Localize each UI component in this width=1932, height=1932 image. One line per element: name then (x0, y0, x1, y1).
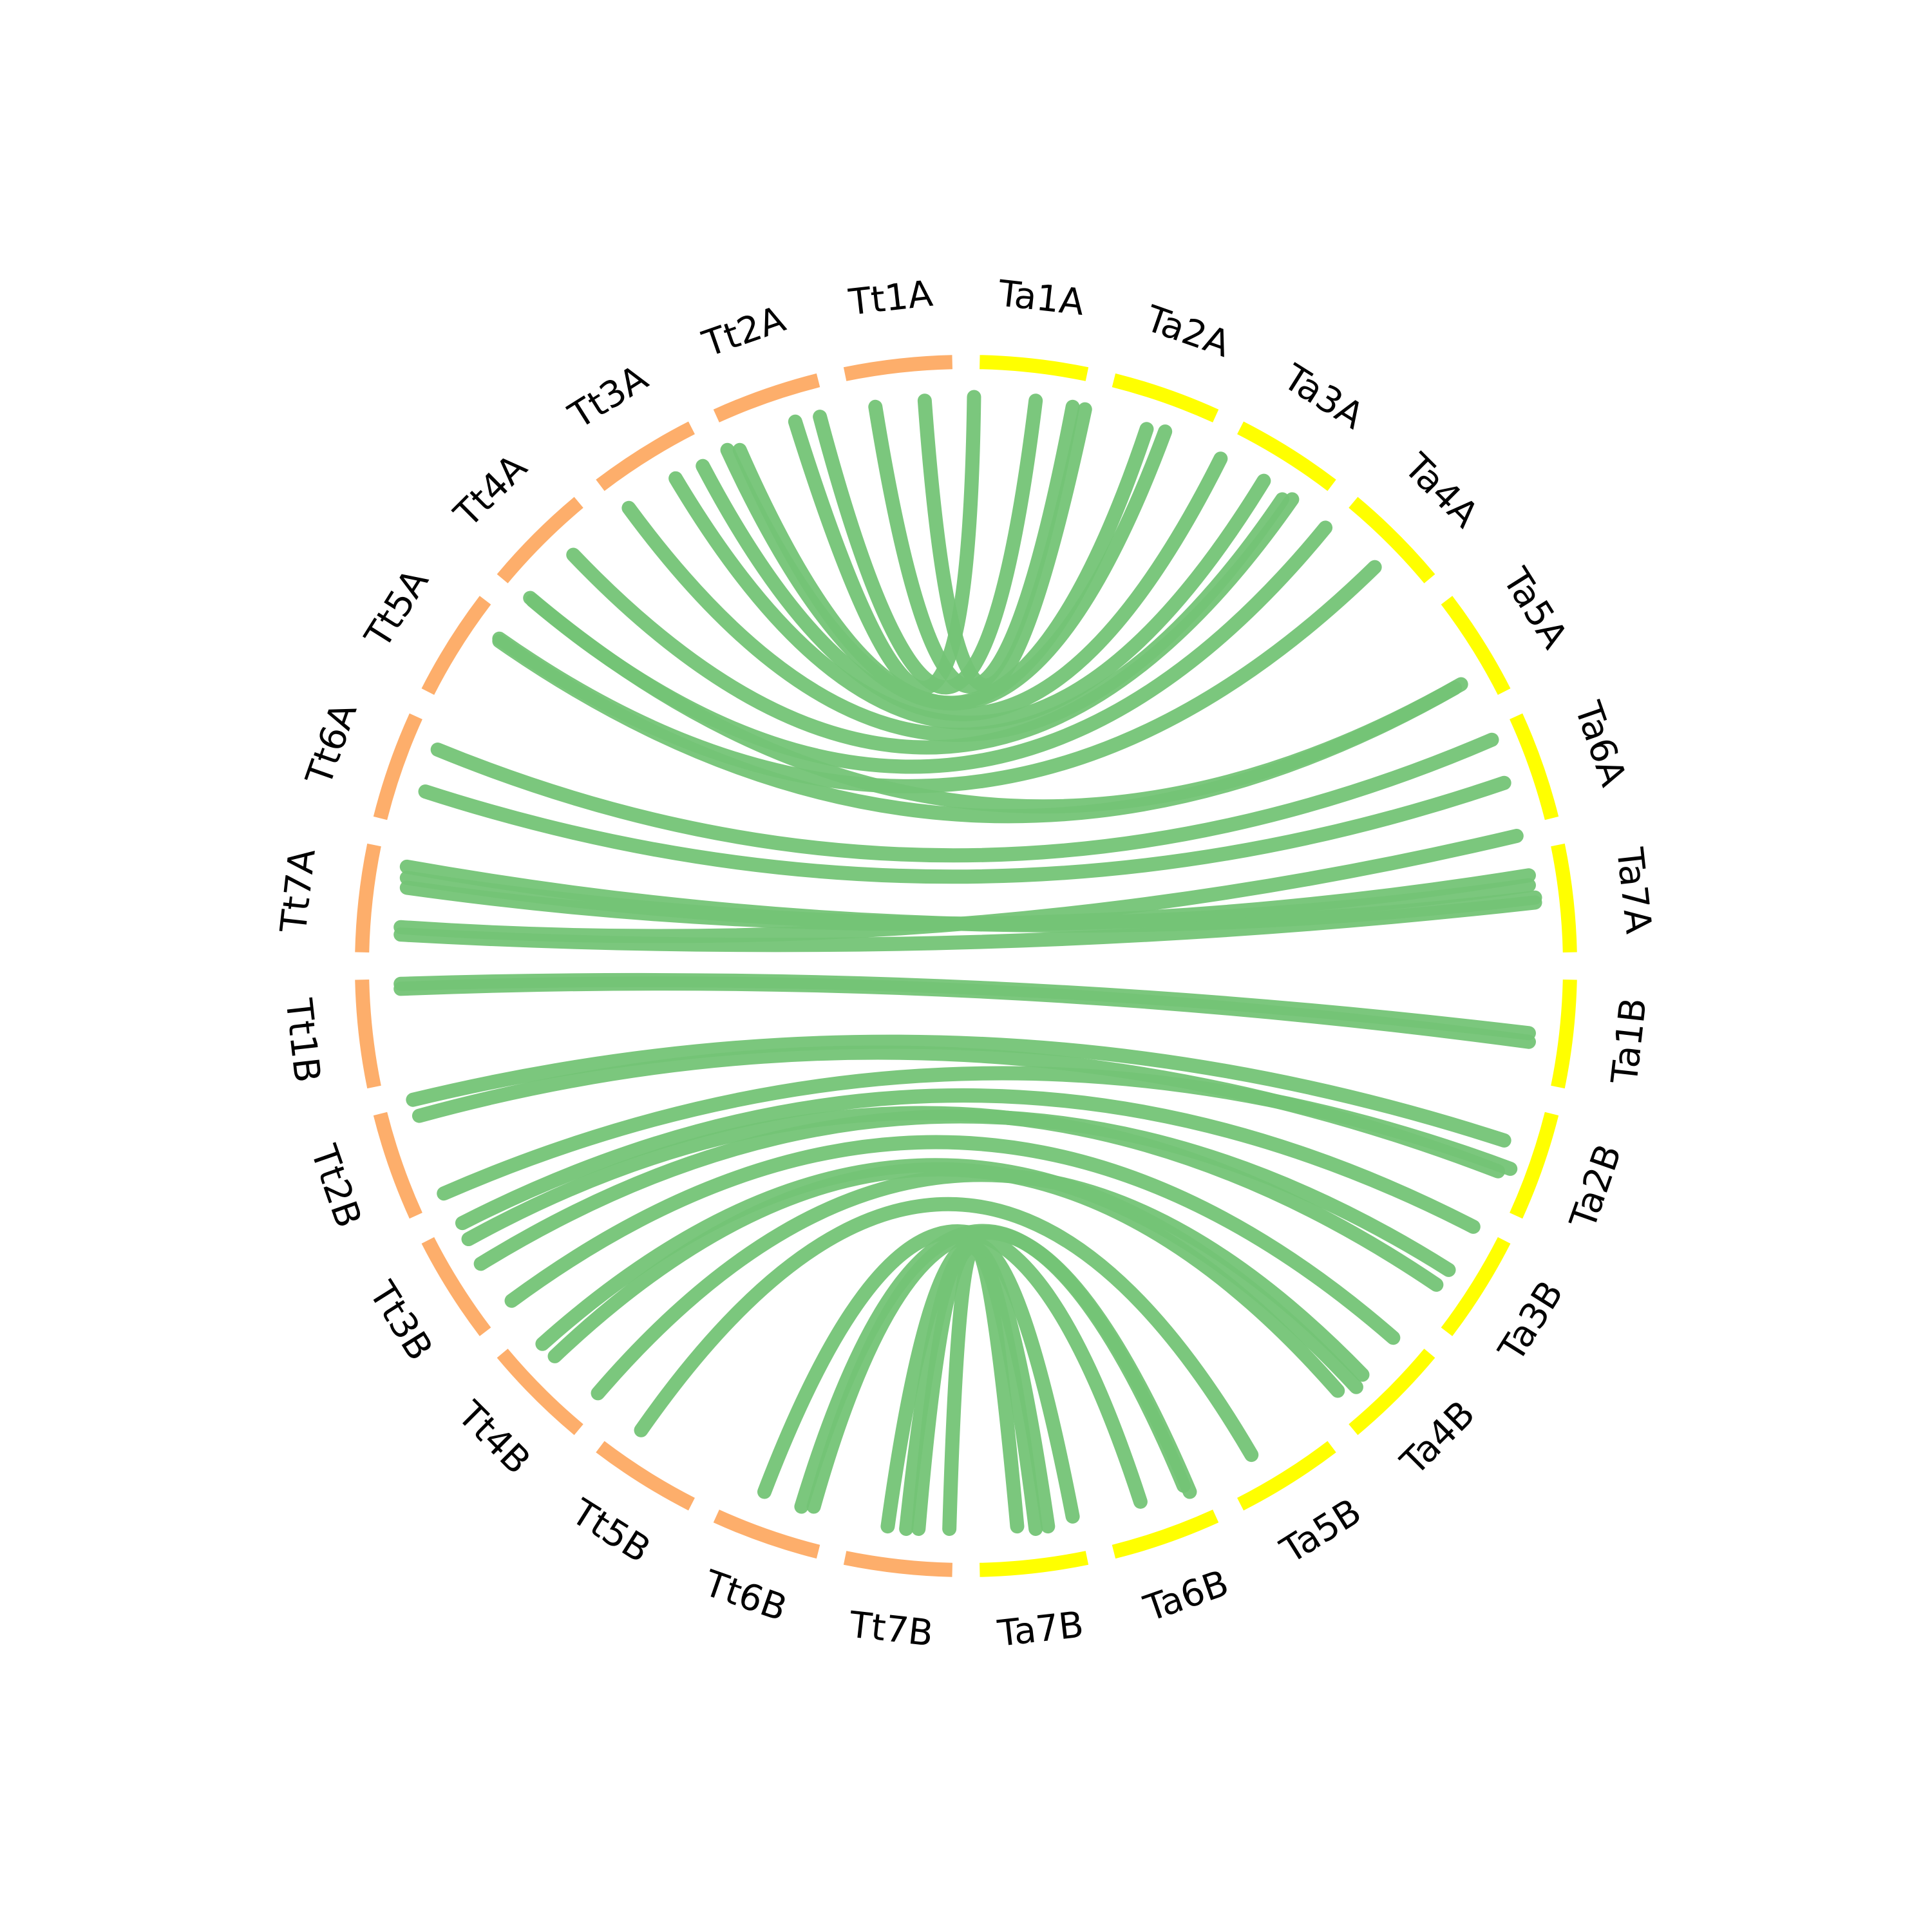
chromosome-label: Tt1B (277, 996, 328, 1085)
chromosome-arc (980, 355, 1089, 381)
link (806, 1226, 1197, 1514)
link (430, 732, 1499, 863)
link (720, 424, 1173, 711)
link (393, 895, 1542, 952)
link (591, 1168, 1370, 1401)
chromosome-arc (980, 1551, 1089, 1577)
chromosome-arc (421, 1237, 491, 1336)
chromosome-arc (1441, 596, 1511, 695)
chromosome-arc (421, 596, 491, 695)
link (880, 1236, 1080, 1534)
chromosome-arc (1551, 980, 1577, 1089)
chromosome-arc (596, 421, 695, 491)
chromosome-arc (373, 713, 422, 820)
link (668, 471, 1271, 730)
chromosome-arc (596, 1441, 695, 1511)
link (566, 492, 1300, 755)
link (473, 1109, 1456, 1277)
chromosome-arc (1349, 1349, 1435, 1435)
link (393, 976, 1536, 1049)
chromosome-arc (1349, 497, 1435, 583)
link (696, 451, 1228, 721)
chromosome-ring (355, 355, 1577, 1577)
chromosome-arc (1112, 1510, 1219, 1559)
chromosome-arc (497, 497, 583, 583)
chromosome-arc (1237, 421, 1336, 491)
chromosome-arc (1510, 713, 1559, 820)
chromosome-arc (1510, 1112, 1559, 1219)
chromosome-arc (713, 1510, 820, 1559)
link (406, 1034, 1511, 1148)
links (393, 390, 1542, 1536)
link (455, 1088, 1481, 1234)
chromosome-arc (1551, 843, 1577, 952)
chromosome-arc (1112, 373, 1219, 422)
chromosome-label: Ta1A (996, 272, 1086, 324)
chromosome-label: Ta7A (1608, 845, 1660, 936)
link (492, 634, 1463, 824)
chromosome-label: Tt7B (847, 1604, 936, 1654)
chromosome-arc (1441, 1237, 1511, 1336)
chromosome-arc (843, 355, 952, 381)
chromosome-label: Ta7B (995, 1604, 1086, 1655)
link (813, 393, 1043, 695)
chromosome-arc (1237, 1441, 1336, 1511)
chromosome-arc (497, 1349, 583, 1435)
chromosome-arc (355, 843, 381, 952)
link (788, 390, 981, 695)
chromosome-label: Ta1B (1604, 996, 1655, 1086)
link (418, 775, 1511, 884)
chromosome-arc (713, 373, 820, 422)
link (868, 399, 1080, 694)
link (504, 1135, 1401, 1345)
chromosome-label: Tt1A (846, 273, 935, 324)
link (437, 1066, 1518, 1201)
chromosome-arc (355, 980, 381, 1089)
link (634, 1197, 1259, 1463)
chromosome-arc (843, 1551, 952, 1577)
chromosome-arc (373, 1112, 422, 1219)
chromosome-label: Tt7A (273, 847, 324, 936)
